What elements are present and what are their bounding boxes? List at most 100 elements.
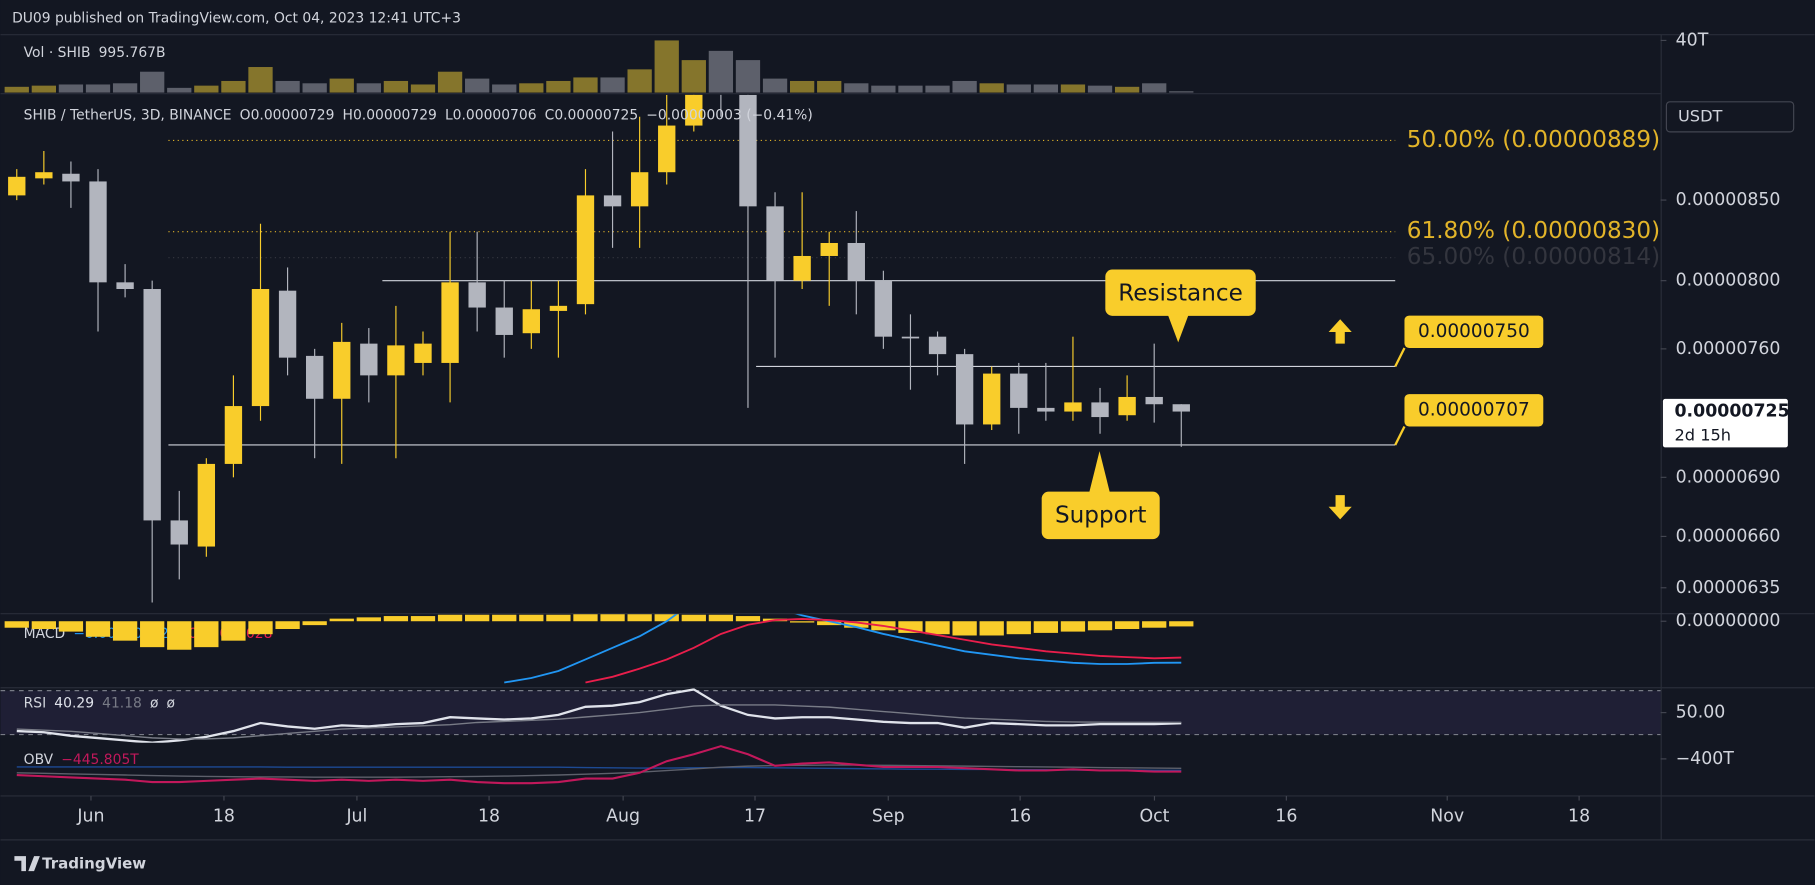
candle-body: [739, 94, 757, 207]
callout-pointer: [1167, 314, 1189, 343]
volume-bar: [302, 83, 327, 93]
up-arrow: [1328, 319, 1352, 344]
rsi-band: [0, 690, 1661, 735]
countdown: 2d 15h: [1674, 425, 1731, 444]
candle-body: [766, 206, 784, 281]
histogram-bar: [1087, 621, 1113, 631]
level-connector: [1394, 347, 1406, 367]
legend-text: SHIB / TetherUS, 3D, BINANCE: [24, 108, 232, 124]
volume-bar: [519, 83, 544, 93]
volume-bar: [1142, 83, 1167, 93]
price-tag-label: 0.00000725: [1674, 402, 1789, 422]
histogram-bar: [817, 621, 842, 626]
candle-body: [1064, 402, 1082, 412]
histogram-bar: [329, 618, 354, 622]
volume-bar: [627, 69, 652, 93]
currency-box[interactable]: [1665, 101, 1795, 133]
volume-bar: [410, 84, 436, 93]
legend-text: 995.767B: [99, 45, 166, 61]
series-line: [585, 617, 1182, 684]
histogram-bar: [140, 621, 165, 648]
histogram-bar: [383, 616, 409, 622]
candle-body: [549, 305, 568, 311]
histogram-bar: [275, 621, 300, 630]
candle-body: [901, 336, 920, 339]
y-tick-label: 0.00000760: [1676, 339, 1781, 359]
candle-body: [1010, 373, 1028, 408]
candle-body: [197, 463, 216, 547]
volume-bar: [952, 80, 977, 93]
volume-bar: [112, 83, 138, 93]
volume-bar: [762, 78, 788, 93]
histogram-bar: [410, 616, 436, 622]
x-tick-label: Sep: [872, 807, 905, 827]
histogram-bar: [167, 621, 192, 650]
fib-label: 50.00% (0.00000889): [1407, 127, 1660, 153]
callout-text: Resistance: [1118, 280, 1243, 306]
candle-body: [116, 282, 134, 290]
candle-body: [414, 343, 432, 363]
legend-text: −0.00000003 (−0.41%): [646, 108, 812, 124]
footer-brand: TradingView: [42, 855, 146, 873]
histogram-bar: [194, 621, 219, 648]
y-tick-label: 40T: [1676, 30, 1709, 50]
candle-body: [305, 355, 324, 399]
candle-body: [1091, 402, 1109, 418]
currency-label[interactable]: USDT: [1678, 106, 1723, 125]
callout-box: [1041, 491, 1160, 540]
candle-body: [658, 125, 676, 173]
overlay: Resistance Support USDT TradingView 0.00…: [14, 45, 1795, 873]
x-tick-label: 17: [744, 807, 766, 827]
volume-bar: [492, 84, 517, 93]
legend-text: OBV: [24, 752, 54, 768]
candle-body: [1118, 396, 1136, 416]
volume-bar: [844, 83, 869, 93]
candle-body: [62, 173, 80, 182]
histogram-bar: [85, 621, 111, 637]
candle-body: [522, 309, 540, 334]
candle-body: [603, 195, 622, 207]
histogram-bar: [519, 614, 544, 622]
candle-body: [360, 343, 378, 376]
histogram-bar: [1114, 621, 1140, 630]
candle-body: [278, 290, 297, 358]
histogram-bar: [1142, 621, 1167, 628]
candle-body: [1037, 407, 1055, 412]
volume-bar: [167, 87, 192, 93]
volume-bar: [600, 77, 625, 93]
legend-text: O0.00000729: [240, 108, 335, 124]
volume-bar: [1033, 84, 1059, 93]
level-box: [1404, 315, 1544, 348]
histogram-bar: [898, 621, 923, 633]
candle-body: [8, 176, 26, 196]
volume-bar: [681, 60, 706, 93]
legend-text: RSI: [24, 695, 47, 711]
candle-body: [955, 354, 974, 425]
y-tick-label: 0.00000635: [1676, 578, 1781, 598]
volume-bar: [573, 77, 598, 93]
macd-pane: MACD−0.00000032−0.00000028: [4, 614, 1194, 684]
x-tick-label: Oct: [1139, 807, 1169, 827]
y-tick-label: 0.00000800: [1676, 271, 1781, 291]
x-tick-label: Aug: [606, 807, 640, 827]
legend-text: 41.18: [102, 695, 142, 711]
x-tick-label: 16: [1275, 807, 1297, 827]
volume-bar: [194, 85, 219, 93]
series-line: [16, 745, 1182, 785]
histogram-bar: [600, 614, 625, 622]
logo-mark: [14, 856, 40, 872]
histogram-bar: [546, 614, 571, 622]
histogram-bar: [465, 614, 490, 622]
candle-body: [576, 195, 595, 305]
volume-bar: [4, 86, 29, 93]
x-tick-label: 18: [478, 807, 500, 827]
level-label: 0.00000750: [1418, 321, 1530, 342]
candle-body: [251, 289, 270, 407]
rsi-pane: [0, 688, 1661, 743]
histogram-bar: [248, 621, 273, 635]
volume-bar: [1114, 86, 1140, 93]
histogram-bar: [4, 621, 29, 628]
obv-pane: [16, 745, 1182, 785]
